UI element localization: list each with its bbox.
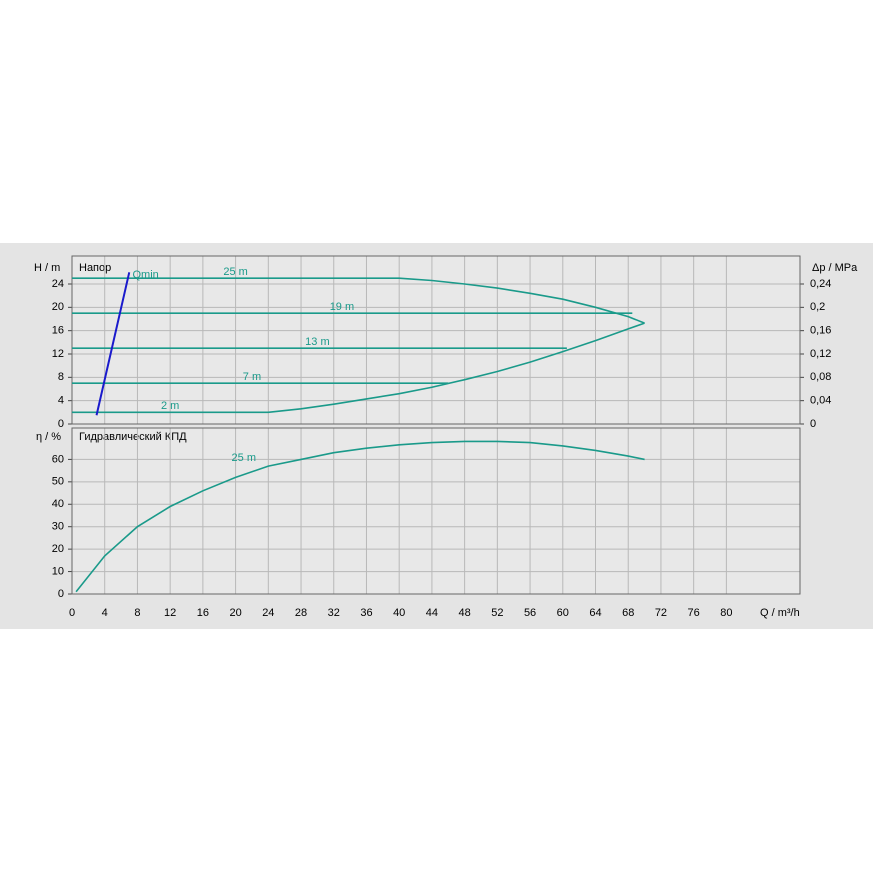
x-tick-label: 80 [720, 607, 732, 619]
y-tick-label: 12 [52, 348, 64, 360]
x-tick-label: 48 [459, 607, 471, 619]
x-tick-label: 16 [197, 607, 209, 619]
plot-area [72, 428, 800, 594]
plot-frame [71, 255, 801, 425]
series-line [72, 322, 645, 414]
y2-tick-label: 0,24 [810, 278, 831, 290]
y2-tick-label: 0 [810, 418, 816, 430]
chart-title: Напор [79, 262, 111, 274]
x-tick-label: 44 [426, 607, 438, 619]
x-tick-label: 20 [229, 607, 241, 619]
y-tick-label: 50 [52, 476, 64, 488]
x-tick-label: 4 [102, 607, 108, 619]
series-label: 25 m [223, 266, 247, 278]
y-tick-label: 20 [52, 301, 64, 313]
x-tick-label: 28 [295, 607, 307, 619]
series-label: 13 m [305, 336, 329, 348]
y-tick-label: 60 [52, 453, 64, 465]
x-tick-label: 36 [360, 607, 372, 619]
y-tick-label: 16 [52, 325, 64, 337]
x-tick-label: 64 [589, 607, 601, 619]
series-label: 25 m [232, 452, 256, 464]
x-tick-label: 12 [164, 607, 176, 619]
series-label: 7 m [243, 371, 261, 383]
y-tick-label: 8 [58, 371, 64, 383]
y2-tick-label: 0,08 [810, 371, 831, 383]
x-tick-label: 68 [622, 607, 634, 619]
y-tick-label: 0 [58, 418, 64, 430]
x-tick-label: 72 [655, 607, 667, 619]
plot-frame [71, 427, 801, 595]
y-tick-label: 20 [52, 543, 64, 555]
series-label: 19 m [330, 301, 354, 313]
y-tick-label: 40 [52, 498, 64, 510]
y2-axis-label: Δp / MPa [812, 262, 858, 274]
series-line [72, 277, 645, 324]
x-tick-label: 76 [688, 607, 700, 619]
y-tick-label: 24 [52, 278, 64, 290]
x-tick-label: 0 [69, 607, 75, 619]
y2-tick-label: 0,2 [810, 301, 825, 313]
y2-tick-label: 0,16 [810, 325, 831, 337]
x-tick-label: 56 [524, 607, 536, 619]
x-tick-label: 24 [262, 607, 274, 619]
x-tick-label: 52 [491, 607, 503, 619]
y-tick-label: 4 [58, 395, 64, 407]
y-axis-label: H / m [34, 262, 60, 274]
x-tick-label: 40 [393, 607, 405, 619]
x-tick-label: 32 [328, 607, 340, 619]
y-axis-label: η / % [36, 431, 61, 443]
x-tick-label: 60 [557, 607, 569, 619]
y-tick-label: 0 [58, 588, 64, 600]
chart-title: Гидравлический КПД [79, 431, 187, 443]
y-tick-label: 10 [52, 565, 64, 577]
y-tick-label: 30 [52, 521, 64, 533]
y2-tick-label: 0,04 [810, 395, 831, 407]
x-tick-label: 8 [134, 607, 140, 619]
series-label: Qmin [132, 269, 158, 281]
series-label: 2 m [161, 400, 179, 412]
x-axis-label: Q / m³/h [760, 607, 800, 619]
y2-tick-label: 0,12 [810, 348, 831, 360]
series-line [75, 440, 645, 593]
series-line [95, 272, 131, 416]
